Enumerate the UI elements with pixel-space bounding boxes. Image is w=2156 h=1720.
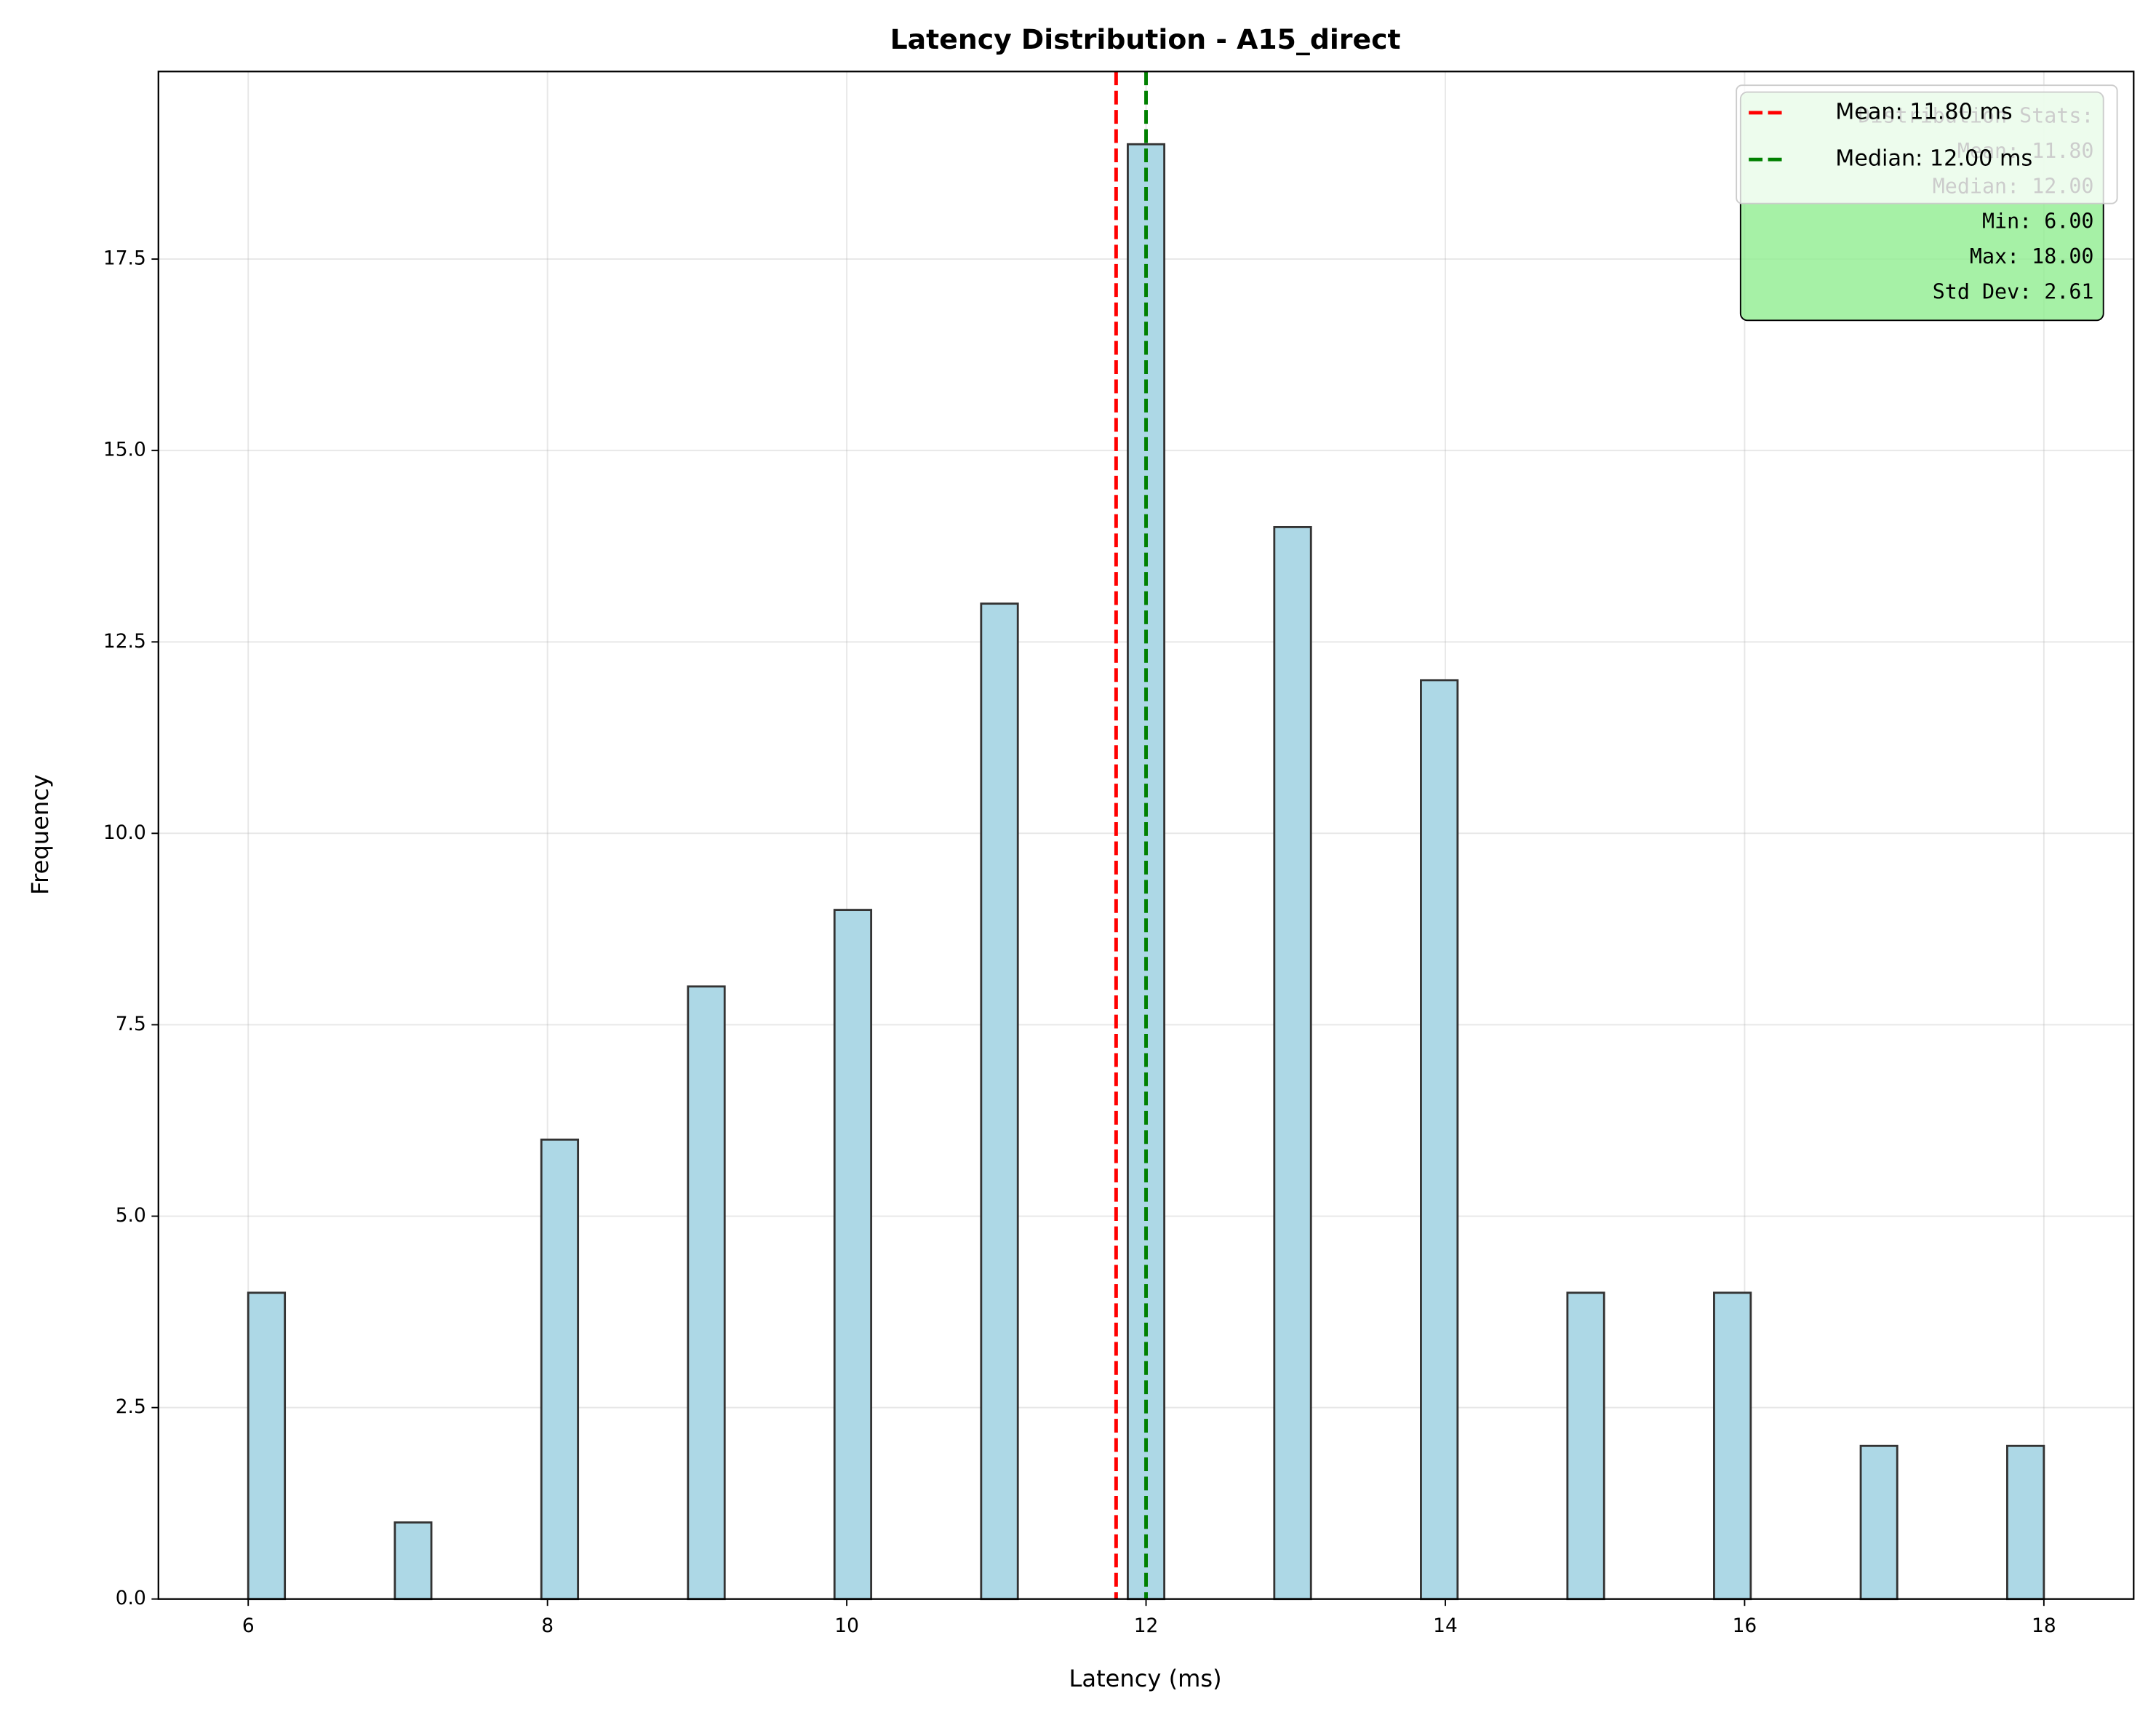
x-tick-label: 6 [242,1615,255,1637]
bar [687,985,726,1601]
bar [1566,1291,1605,1601]
x-tick-label: 12 [1134,1615,1159,1637]
y-tick-label: 0.0 [116,1587,146,1609]
y-tick-label: 7.5 [116,1013,146,1035]
bar [1713,1291,1752,1601]
x-tick-label: 18 [2032,1615,2056,1637]
legend-label: Mean: 11.80 ms [1835,99,2012,124]
y-tick-label: 15.0 [103,439,146,461]
plot-frame [157,71,2135,1600]
y-tick-label: 12.5 [103,630,146,653]
stats-text: Std Dev: 2.61 [1933,280,2094,304]
bar [980,602,1019,1601]
bar [247,1291,287,1601]
bar [1859,1444,1899,1601]
y-tick-label: 17.5 [103,247,146,270]
x-axis-label: Latency (ms) [1069,1665,1222,1692]
bar [1420,679,1459,1601]
bar [1273,525,1312,1601]
legend-label: Median: 12.00 ms [1835,146,2032,172]
y-tick-label: 5.0 [116,1204,146,1227]
chart-title: Latency Distribution - A15_direct [890,23,1401,55]
x-tick-label: 14 [1433,1615,1458,1637]
bar [833,909,873,1601]
bar [2006,1444,2045,1601]
x-tick-label: 10 [834,1615,859,1637]
y-tick-label: 10.0 [103,821,146,844]
bar [540,1138,580,1601]
y-axis-label: Frequency [26,774,54,895]
x-tick-label: 8 [541,1615,554,1637]
bar [394,1521,433,1601]
x-tick-label: 16 [1733,1615,1757,1637]
y-tick-label: 2.5 [116,1395,146,1418]
legend-box [1736,84,2118,204]
stats-text: Min: 6.00 [1982,210,2094,234]
stats-text: Max: 18.00 [1970,244,2094,268]
